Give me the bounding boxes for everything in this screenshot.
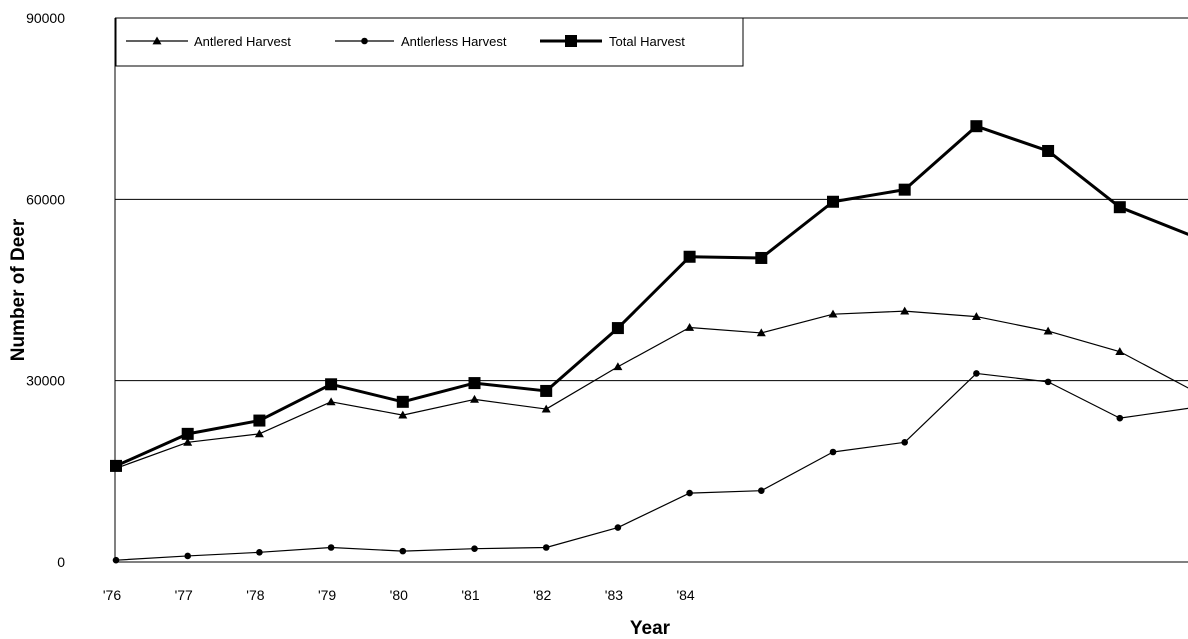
antlerless-harvest-point (901, 439, 908, 446)
legend-label: Antlered Harvest (194, 34, 291, 49)
total-harvest-point (1113, 201, 1126, 214)
antlerless-harvest-point (399, 547, 407, 555)
antlerless-harvest-point (686, 489, 693, 497)
series-antlered-harvest (111, 306, 1188, 472)
y-tick-label: 0 (57, 554, 65, 570)
total-harvest-point (755, 251, 768, 264)
total-harvest-point (540, 384, 553, 397)
legend-label: Total Harvest (609, 34, 685, 49)
y-tick-label: 30000 (26, 373, 65, 389)
x-tick-label: '77 (175, 587, 193, 603)
antlerless-harvest-point (471, 545, 478, 553)
antlerless-harvest-point (184, 552, 191, 560)
gridlines (115, 198, 1188, 382)
antlered-harvest-point (971, 312, 981, 320)
total-harvest-point (1042, 144, 1055, 157)
total-harvest-point (396, 395, 409, 408)
legend: Antlered Harvest Antlerless Harvest Total … (115, 17, 744, 67)
antlered-harvest-point (1043, 326, 1053, 335)
total-harvest-point (970, 120, 983, 133)
total-harvest-point (181, 427, 194, 440)
series-lines (110, 120, 1188, 564)
antlered-harvest-line (115, 310, 1188, 469)
antlerless-harvest-line (115, 372, 1188, 561)
x-tick-label: '79 (318, 587, 336, 603)
antlerless-harvest-point (973, 370, 980, 377)
x-tick-label: '80 (390, 587, 408, 603)
antlered-harvest-point (541, 404, 551, 413)
legend-label: Antlerless Harvest (401, 34, 507, 49)
antlerless-harvest-point (829, 448, 837, 456)
total-harvest-point (468, 377, 481, 390)
series-total-harvest (110, 120, 1188, 472)
antlered-harvest-point (828, 309, 838, 318)
antlered-harvest-point (1115, 347, 1125, 356)
total-harvest-point (325, 378, 338, 391)
antlerless-harvest-point (1116, 414, 1124, 422)
antlered-harvest-point (613, 362, 623, 371)
x-axis-ticks: '76 '77 '78 '79 '80 '81 '82 '83 '84 (103, 587, 695, 603)
antlerless-harvest-point (758, 487, 765, 494)
total-harvest-point (683, 250, 696, 263)
series-antlerless-harvest (112, 370, 1188, 564)
antlerless-harvest-point (327, 544, 335, 551)
x-tick-label: '76 (103, 587, 121, 603)
y-axis-label: Number of Deer (8, 218, 29, 361)
antlered-harvest-point (756, 328, 766, 337)
legend-item-antlered-harvest: Antlered Harvest (126, 34, 291, 49)
legend-marker (565, 35, 577, 47)
y-tick-label: 60000 (26, 191, 65, 207)
total-harvest-line (115, 124, 1188, 468)
antlerless-harvest-point (1044, 378, 1052, 386)
x-tick-label: '81 (461, 587, 479, 603)
antlerless-harvest-point (256, 549, 263, 556)
legend-item-total-harvest: Total Harvest (540, 34, 685, 49)
total-harvest-point (898, 183, 911, 196)
antlered-harvest-point (398, 410, 408, 419)
total-harvest-point (611, 322, 624, 335)
plot-frame (114, 17, 1188, 563)
legend-marker (361, 37, 368, 45)
antlered-harvest-point (685, 322, 695, 331)
antlered-harvest-point (254, 429, 264, 438)
antlerless-harvest-point (542, 544, 550, 551)
x-tick-label: '78 (246, 587, 264, 603)
x-tick-label: '82 (533, 587, 551, 603)
antlered-harvest-point (183, 437, 193, 446)
x-axis-label: Year (630, 618, 671, 639)
total-harvest-point (827, 195, 839, 208)
antlered-harvest-point (900, 306, 910, 315)
x-tick-label: '84 (676, 587, 694, 603)
x-tick-label: '83 (605, 587, 623, 603)
total-harvest-point (110, 459, 122, 472)
antlered-harvest-point (470, 394, 479, 403)
legend-box (115, 17, 744, 67)
y-tick-label: 90000 (26, 10, 65, 26)
antlerless-harvest-point (614, 524, 622, 531)
legend-marker (152, 36, 162, 45)
antlered-harvest-point (326, 397, 336, 406)
legend-item-antlerless-harvest: Antlerless Harvest (335, 34, 507, 49)
y-axis-ticks: 0 30000 60000 90000 (26, 10, 65, 570)
total-harvest-point (253, 414, 266, 427)
antlerless-harvest-point (112, 556, 120, 564)
